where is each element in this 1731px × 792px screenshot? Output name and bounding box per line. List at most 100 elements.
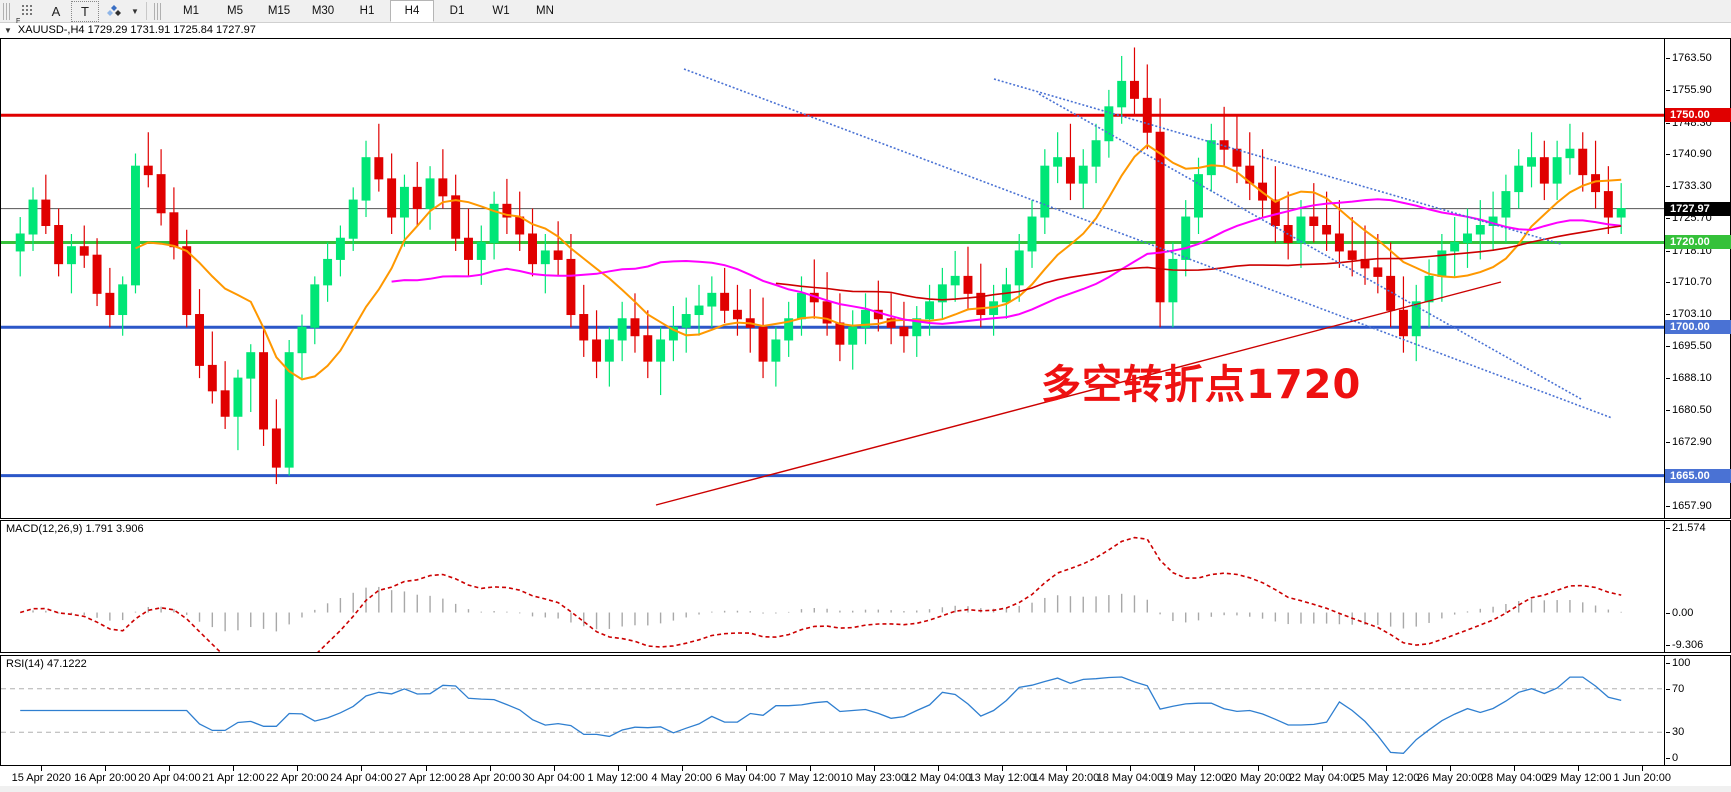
candle-body — [617, 318, 627, 341]
time-tick — [681, 766, 683, 771]
timeframe-mn-button[interactable]: MN — [536, 5, 554, 17]
candle-body — [1527, 157, 1536, 167]
objects-dropdown-icon[interactable]: ▼ — [131, 6, 139, 16]
candle-body — [540, 250, 550, 265]
time-label: 12 May 04:00 — [904, 772, 972, 784]
level-1700-tag[interactable]: 1700.00 — [1665, 320, 1731, 335]
rsi-indicator-panel[interactable]: RSI(14) 47.1222 100 70 30 0 — [0, 655, 1731, 766]
candle-body — [528, 233, 537, 265]
rsi-plot-area[interactable] — [1, 656, 1664, 765]
ma-slow-line — [775, 225, 1622, 301]
timeframe-w1-button[interactable]: W1 — [492, 5, 510, 17]
candle-body — [297, 326, 307, 354]
status-bar — [0, 786, 1731, 792]
timeframe-m30-button[interactable]: M30 — [311, 5, 335, 17]
time-tick — [553, 766, 555, 771]
timeframe-m5-button[interactable]: M5 — [227, 5, 243, 17]
candle-body — [553, 250, 563, 260]
candle-body — [182, 246, 192, 316]
chart-annotation-text[interactable]: 多空转折点1720 — [1041, 362, 1362, 408]
macd-indicator-panel[interactable]: MACD(12,26,9) 1.791 3.906 21.574 0.00 -9.3… — [0, 520, 1731, 653]
time-tick — [809, 766, 811, 771]
level-1750-tag[interactable]: 1750.00 — [1665, 108, 1731, 123]
price-axis[interactable]: 1763.50 1755.90 1748.30 1740.90 1733.30 1725.… — [1664, 39, 1731, 518]
text-label-icon[interactable]: T — [71, 0, 99, 22]
crosshair-f-icon[interactable] — [15, 2, 41, 25]
candle-body — [592, 339, 602, 362]
candle-body — [1219, 140, 1229, 150]
toolbar-grip-1[interactable] — [3, 2, 12, 20]
candle-body — [1501, 191, 1511, 218]
timeframe-h1-button[interactable]: H1 — [359, 5, 375, 17]
objects-icon[interactable] — [101, 2, 127, 21]
candle-body — [169, 212, 179, 248]
candle-body — [1104, 106, 1114, 142]
candle-body — [1078, 165, 1088, 184]
toolbar-grip-2[interactable] — [154, 2, 163, 20]
time-label: 10 May 23:00 — [840, 772, 908, 784]
candle-body — [41, 199, 51, 227]
time-label: 14 May 20:00 — [1032, 772, 1100, 784]
candle-body — [412, 186, 422, 210]
level-1720-tag[interactable]: 1720.00 — [1665, 235, 1731, 250]
timeframe-m15-button[interactable]: M15 — [267, 5, 291, 17]
candle-body — [899, 326, 909, 337]
text-a-icon[interactable]: A — [51, 3, 61, 19]
price-current-tag[interactable]: 1727.97 — [1665, 201, 1731, 216]
candle-body — [1616, 208, 1626, 218]
timeframe-d1-button[interactable]: D1 — [449, 5, 465, 17]
candle-body — [1309, 216, 1319, 227]
candle-body — [758, 326, 768, 362]
candle-body — [438, 178, 448, 197]
toolbar-divider-1 — [146, 2, 147, 20]
candle-body — [784, 318, 794, 341]
symbol-info-bar: ▼ XAUUSD-,H4 1729.29 1731.91 1725.84 172… — [0, 23, 1731, 37]
macd-signal-line — [19, 536, 1622, 652]
price-plot-area[interactable] — [1, 39, 1664, 518]
symbol-ohlc-text: XAUUSD-,H4 1729.29 1731.91 1725.84 1727.… — [17, 24, 256, 36]
macd-axis: 21.574 0.00 -9.306 — [1664, 521, 1730, 652]
trendline-mid — [993, 78, 1562, 245]
candle-body — [66, 246, 76, 265]
level-1665-tag[interactable]: 1665.00 — [1665, 468, 1731, 483]
time-label: 27 Apr 12:00 — [394, 772, 457, 784]
time-tick — [297, 766, 299, 771]
candle-body — [1578, 148, 1588, 176]
candle-body — [259, 352, 269, 430]
candle-body — [1206, 140, 1216, 176]
time-tick — [1193, 766, 1195, 771]
candle-body — [207, 364, 217, 392]
time-label: 21 Apr 12:00 — [202, 772, 265, 784]
price-chart-panel[interactable]: 1763.50 1755.90 1748.30 1740.90 1733.30 1725.… — [0, 38, 1731, 519]
chart-collapse-icon[interactable]: ▼ — [4, 25, 12, 35]
time-label: 22 May 04:00 — [1288, 772, 1356, 784]
timeframe-m1-button[interactable]: M1 — [183, 5, 199, 17]
price-chart-svg — [1, 47, 1664, 506]
time-label: 1 Jun 20:00 — [1613, 772, 1672, 784]
candle-body — [476, 241, 486, 260]
time-label: 19 May 12:00 — [1160, 772, 1228, 784]
candle-body — [489, 203, 499, 243]
timeframe-h4-button[interactable]: H4 — [390, 0, 434, 22]
trendline-upper — [683, 68, 1613, 419]
time-tick — [1258, 766, 1260, 771]
candle-body — [1386, 275, 1396, 311]
candle-body — [579, 314, 589, 341]
candle-body — [1181, 216, 1191, 260]
candle-body — [937, 284, 947, 303]
candle-body — [925, 301, 935, 320]
candle-body — [1027, 216, 1037, 252]
time-tick — [1450, 766, 1452, 771]
candle-body — [1424, 275, 1434, 303]
candle-body — [310, 284, 320, 328]
candle-body — [1539, 157, 1549, 184]
candle-body — [1411, 301, 1421, 337]
candle-body — [1334, 233, 1344, 252]
candle-body — [79, 246, 89, 256]
time-tick — [1065, 766, 1067, 771]
ma-fast-line — [135, 143, 1622, 381]
time-tick — [361, 766, 363, 771]
candle-body — [1155, 131, 1165, 303]
macd-plot-area[interactable] — [1, 521, 1664, 652]
candle-body — [1322, 225, 1332, 235]
